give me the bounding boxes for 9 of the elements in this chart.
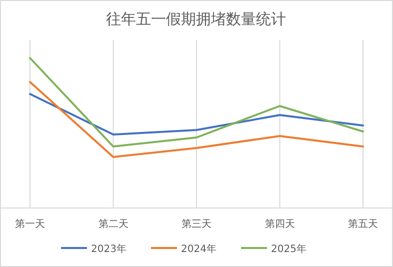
x-tick-label: 第三天 [182,218,212,230]
chart-title: 往年五一假期拥堵数量统计 [106,10,286,28]
legend-label: 2025年 [271,243,306,255]
legend-label: 2024年 [181,243,216,255]
x-tick-label: 第四天 [264,218,295,230]
legend-label: 2023年 [91,243,126,255]
x-tick-label: 第二天 [98,218,128,230]
x-tick-label: 第一天 [15,218,45,230]
x-tick-label: 第五天 [348,218,378,230]
